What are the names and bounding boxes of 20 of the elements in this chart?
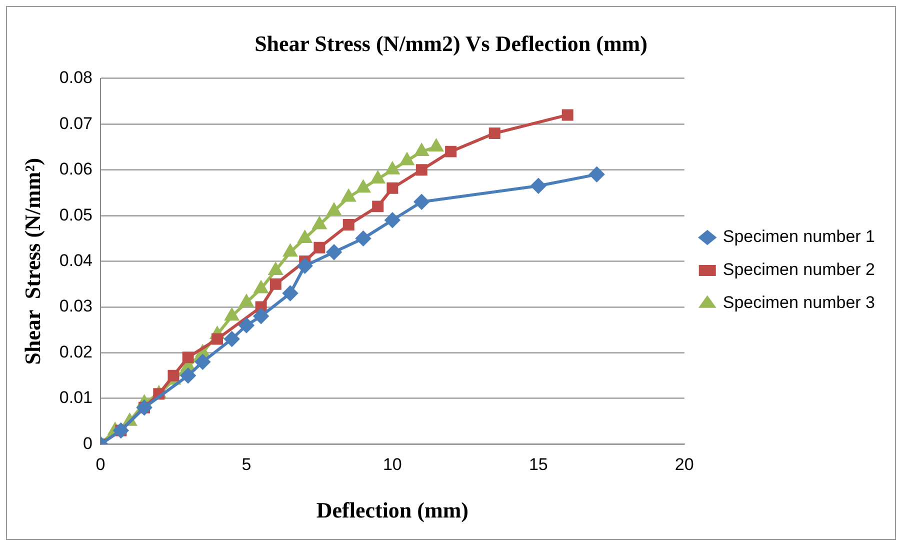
y-tick-label: 0.07 bbox=[59, 114, 92, 133]
x-tick-label: 20 bbox=[674, 455, 694, 474]
y-tick-label: 0.05 bbox=[59, 205, 92, 224]
x-tick-label: 10 bbox=[382, 455, 402, 474]
y-tick-label: 0 bbox=[83, 434, 92, 453]
y-tick-label: 0.04 bbox=[59, 250, 92, 270]
x-tick-label: 15 bbox=[528, 455, 548, 474]
y-tick-label: 0.01 bbox=[59, 388, 92, 408]
y-tick-label: 0.03 bbox=[59, 296, 92, 316]
y-tick-label: 0.06 bbox=[59, 160, 92, 179]
chart-title: Shear Stress (N/mm2) Vs Deflection (mm) bbox=[254, 30, 648, 56]
y-tick-label: 0.08 bbox=[59, 68, 92, 88]
x-tick-label: 0 bbox=[96, 455, 106, 474]
legend-label: Specimen number 3 bbox=[722, 293, 876, 312]
x-axis-title: Deflection (mm) bbox=[316, 497, 468, 522]
y-tick-label: 0.02 bbox=[59, 342, 92, 362]
y-axis-title: Shear Stress (N/mm²) bbox=[20, 158, 45, 365]
legend-label: Specimen number 2 bbox=[722, 260, 876, 280]
x-tick-label: 5 bbox=[242, 455, 252, 474]
legend-label: Specimen number 1 bbox=[722, 227, 876, 246]
